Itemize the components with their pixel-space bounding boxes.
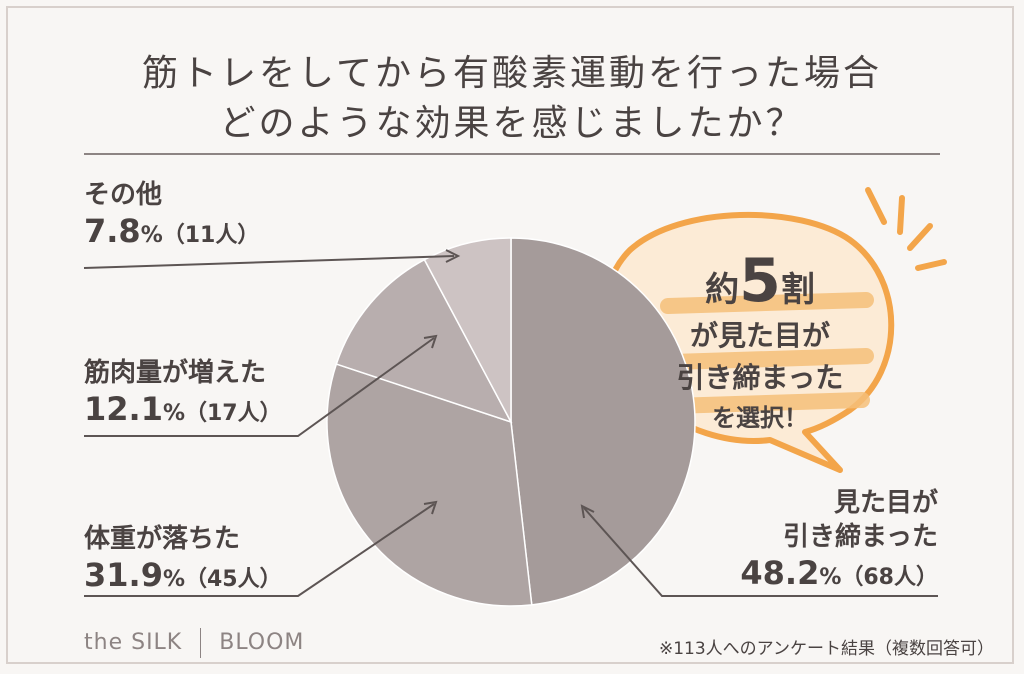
label-muscle-name: 筋肉量が増えた xyxy=(84,358,267,388)
sparkle-ray-1 xyxy=(865,187,887,225)
label-toned-count: （68人） xyxy=(841,565,938,590)
brand-left: the SILK xyxy=(84,630,183,655)
slice-other xyxy=(423,237,512,423)
label-other-percent-sign: % xyxy=(140,223,163,248)
sparkle-ray-4 xyxy=(915,259,947,271)
arrowhead-toned xyxy=(580,504,595,519)
label-weight: 体重が落ちた 31.9%（45人） xyxy=(84,522,282,600)
pie-slices xyxy=(326,237,696,607)
label-toned-percent-sign: % xyxy=(819,565,842,590)
title-divider xyxy=(84,153,940,155)
callout-line-1: が見た目が xyxy=(689,319,830,352)
leader-toned xyxy=(583,507,938,597)
label-other-percent: 7.8 xyxy=(84,212,141,250)
label-muscle-count: （17人） xyxy=(185,401,282,426)
slice-muscle xyxy=(335,258,513,424)
arrowhead-weight xyxy=(423,500,438,515)
highlight-stroke-2 xyxy=(664,348,874,370)
chart-title-line1: 筋トレをしてから有酸素運動を行った場合 xyxy=(142,53,882,94)
brand-right: BLOOM xyxy=(219,630,305,655)
brand-separator xyxy=(200,628,202,658)
slice-toned xyxy=(510,237,696,606)
callout-number: 5 xyxy=(739,246,781,316)
leader-lines xyxy=(83,249,938,597)
label-muscle: 筋肉量が増えた 12.1%（17人） xyxy=(84,356,282,434)
highlight-stroke-3 xyxy=(664,392,870,414)
label-weight-name: 体重が落ちた xyxy=(84,524,241,554)
leader-other xyxy=(83,255,455,269)
slice-weight xyxy=(326,363,533,607)
label-muscle-percent: 12.1 xyxy=(84,390,163,428)
sparkle-ray-3 xyxy=(907,223,933,251)
callout-suffix: 割 xyxy=(780,270,815,310)
callout-text: 約5割 が見た目が 引き締まった を選択！ xyxy=(640,232,880,432)
highlight-stroke-1 xyxy=(660,292,874,314)
outer-frame xyxy=(6,6,1014,664)
arrowhead-muscle xyxy=(423,334,438,349)
label-muscle-percent-sign: % xyxy=(162,401,185,426)
label-toned-name-1: 見た目が xyxy=(833,488,938,518)
label-weight-percent: 31.9 xyxy=(84,556,163,594)
callout-line-3: を選択！ xyxy=(712,404,808,432)
leader-weight xyxy=(84,503,435,597)
callout-line-2: 引き締まった xyxy=(676,361,844,394)
label-toned-name-2: 引き締まった xyxy=(783,522,938,552)
arrowhead-other xyxy=(445,249,461,263)
label-toned-percent: 48.2 xyxy=(740,554,820,592)
label-other-name: その他 xyxy=(84,180,163,210)
label-weight-percent-sign: % xyxy=(162,567,185,592)
label-other: その他 7.8%（11人） xyxy=(84,178,259,256)
brand-logo: the SILK BLOOM xyxy=(84,628,304,658)
callout-prefix: 約 xyxy=(705,270,740,310)
chart-title-line2: どのような効果を感じましたか？ xyxy=(219,103,805,144)
label-other-count: （11人） xyxy=(162,223,260,248)
callout-headline: 約5割 xyxy=(640,246,880,316)
survey-note: ※113人へのアンケート結果（複数回答可） xyxy=(658,639,994,659)
label-weight-count: （45人） xyxy=(185,567,282,592)
sparkle-ray-2 xyxy=(897,195,905,235)
label-toned: 見た目が 引き締まった 48.2%（68人） xyxy=(700,486,938,598)
leader-muscle xyxy=(84,337,435,437)
